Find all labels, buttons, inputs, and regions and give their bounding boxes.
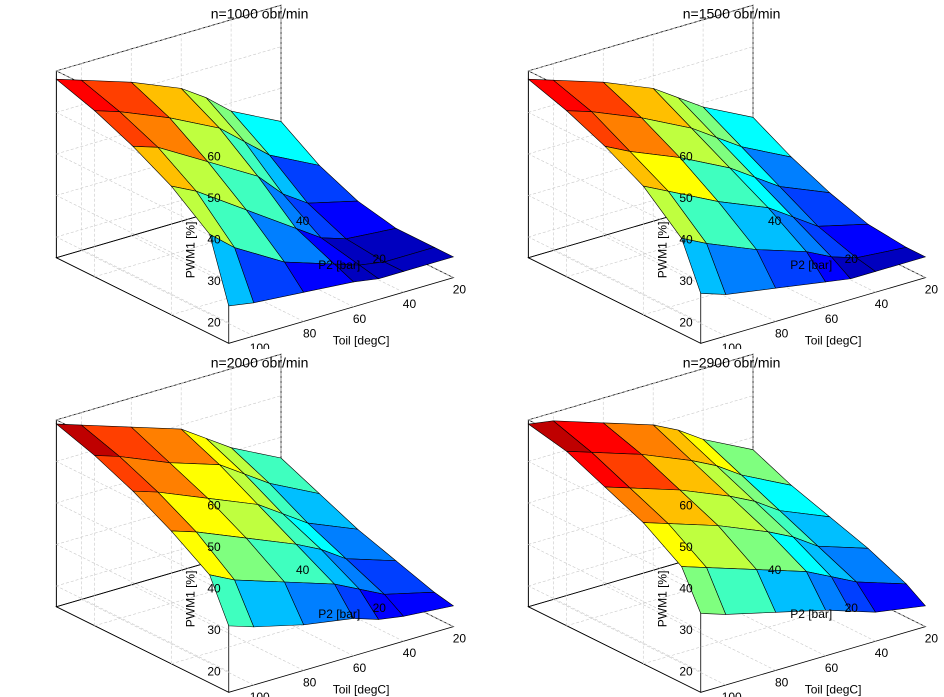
z-tick-label: 40 xyxy=(679,232,693,246)
x-tick-label: 60 xyxy=(825,312,839,326)
z-tick-label: 30 xyxy=(207,274,221,288)
x-tick-label: 60 xyxy=(353,312,367,326)
z-tick-label: 20 xyxy=(207,316,221,330)
x-tick-label: 40 xyxy=(875,297,889,311)
z-tick-label: 20 xyxy=(679,664,693,678)
y-tick-label: 20 xyxy=(845,601,859,615)
x-tick-label: 80 xyxy=(303,675,317,689)
x-tick-label: 40 xyxy=(403,646,417,660)
x-tick-label: 100 xyxy=(722,341,742,348)
z-axis-label: PWM1 [%] xyxy=(184,570,198,627)
y-tick-label: 20 xyxy=(845,252,859,266)
x-tick-label: 60 xyxy=(353,660,367,674)
x-axis-label: Toil [degC] xyxy=(805,682,862,696)
panel-title: n=2000 obr/min xyxy=(211,354,309,370)
z-tick-label: 30 xyxy=(679,623,693,637)
y-axis-label: P2 [bar] xyxy=(318,606,360,620)
panel-title: n=1000 obr/min xyxy=(211,5,309,21)
y-tick-label: 40 xyxy=(296,563,310,577)
z-axis-label: PWM1 [%] xyxy=(656,222,670,279)
y-axis-label: P2 [bar] xyxy=(790,258,832,272)
x-tick-label: 20 xyxy=(925,631,939,645)
y-tick-label: 40 xyxy=(768,563,782,577)
panel-0: 20 30 40 50 60 20 40 60 80 100 20 40 PWM1 [%] Toil [d… xyxy=(0,0,472,349)
z-tick-label: 50 xyxy=(679,191,693,205)
z-tick-label: 40 xyxy=(207,581,221,595)
x-tick-label: 80 xyxy=(775,675,789,689)
x-tick-label: 20 xyxy=(453,631,467,645)
z-tick-label: 20 xyxy=(679,316,693,330)
z-tick-label: 50 xyxy=(207,191,221,205)
x-tick-label: 20 xyxy=(925,283,939,297)
z-tick-label: 40 xyxy=(207,232,221,246)
z-tick-label: 50 xyxy=(207,539,221,553)
z-tick-label: 60 xyxy=(679,498,693,512)
x-tick-label: 80 xyxy=(775,326,789,340)
z-tick-label: 30 xyxy=(207,623,221,637)
z-tick-label: 30 xyxy=(679,274,693,288)
x-tick-label: 100 xyxy=(250,341,270,348)
z-tick-label: 40 xyxy=(679,581,693,595)
panel-title: n=2900 obr/min xyxy=(683,354,781,370)
z-axis-label: PWM1 [%] xyxy=(656,570,670,627)
z-tick-label: 50 xyxy=(679,539,693,553)
panel-1: 20 30 40 50 60 20 40 60 80 100 20 40 PWM1 [%] Toil [d… xyxy=(472,0,944,349)
x-tick-label: 60 xyxy=(825,660,839,674)
y-tick-label: 40 xyxy=(296,214,310,228)
x-tick-label: 40 xyxy=(875,646,889,660)
z-axis-label: PWM1 [%] xyxy=(184,222,198,279)
y-tick-label: 40 xyxy=(768,214,782,228)
z-tick-label: 60 xyxy=(679,149,693,163)
panel-3: 20 30 40 50 60 20 40 60 80 100 20 40 PWM1 [%] Toil [d… xyxy=(472,349,944,697)
subplot-grid: 20 30 40 50 60 20 40 60 80 100 20 40 PWM1 [%] Toil [d… xyxy=(0,0,944,697)
surf-plot: 20 30 40 50 60 20 40 60 80 100 20 40 PWM1 [%] Toil [d… xyxy=(0,349,472,697)
z-tick-label: 60 xyxy=(207,498,221,512)
x-axis-label: Toil [degC] xyxy=(333,682,390,696)
z-tick-label: 60 xyxy=(207,149,221,163)
x-tick-label: 80 xyxy=(303,326,317,340)
y-axis-label: P2 [bar] xyxy=(790,606,832,620)
z-tick-label: 20 xyxy=(207,664,221,678)
x-axis-label: Toil [degC] xyxy=(333,333,390,347)
y-tick-label: 20 xyxy=(373,601,387,615)
x-tick-label: 40 xyxy=(403,297,417,311)
surf-plot: 20 30 40 50 60 20 40 60 80 100 20 40 PWM1 [%] Toil [d… xyxy=(472,349,944,697)
x-tick-label: 100 xyxy=(722,690,742,697)
y-tick-label: 20 xyxy=(373,252,387,266)
y-axis-label: P2 [bar] xyxy=(318,258,360,272)
panel-title: n=1500 obr/min xyxy=(683,5,781,21)
surf-plot: 20 30 40 50 60 20 40 60 80 100 20 40 PWM1 [%] Toil [d… xyxy=(0,0,472,349)
surf-plot: 20 30 40 50 60 20 40 60 80 100 20 40 PWM1 [%] Toil [d… xyxy=(472,0,944,349)
x-tick-label: 100 xyxy=(250,690,270,697)
panel-2: 20 30 40 50 60 20 40 60 80 100 20 40 PWM1 [%] Toil [d… xyxy=(0,349,472,697)
x-tick-label: 20 xyxy=(453,283,467,297)
x-axis-label: Toil [degC] xyxy=(805,333,862,347)
